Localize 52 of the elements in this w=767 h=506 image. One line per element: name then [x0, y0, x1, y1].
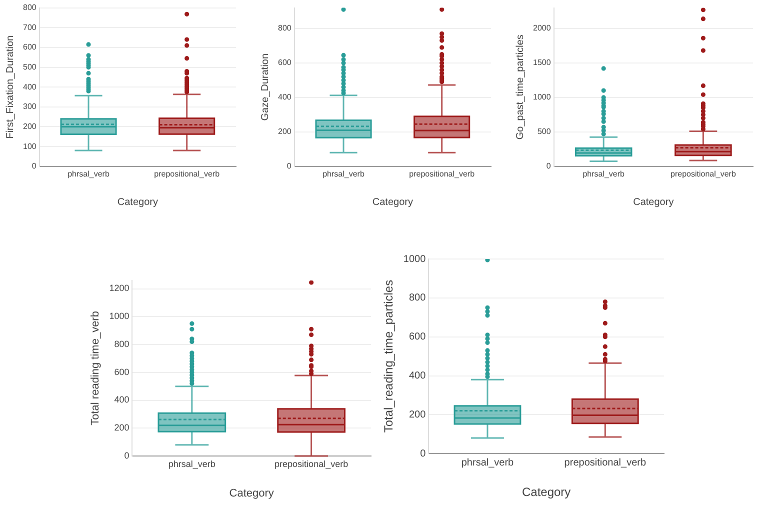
x-tick-label: phrsal_verb	[68, 169, 110, 178]
y-tick-label: 600	[278, 58, 292, 68]
x-tick-label: prepositional_verb	[154, 169, 220, 178]
y-axis-title: First_Fixation_Duration	[4, 35, 16, 139]
y-tick-label: 200	[22, 122, 37, 131]
y-tick-label: 0	[546, 162, 552, 171]
x-tick-label: prepositional_verb	[409, 169, 476, 178]
x-tick-label: phrsal_verb	[582, 169, 626, 178]
y-tick-label: 400	[408, 370, 426, 382]
y-tick-label: 500	[537, 127, 552, 136]
y-tick-label: 700	[22, 22, 37, 32]
x-tick-label: phrsal_verb	[168, 458, 216, 469]
y-axis-title: Go_past_time_particles	[514, 34, 526, 140]
x-axis-title: Category	[229, 487, 274, 500]
y-tick-label: 400	[114, 394, 130, 405]
x-axis-title: Category	[522, 485, 571, 500]
y-tick-label: 200	[408, 409, 426, 420]
x-axis-title: Category	[117, 196, 158, 208]
y-tick-label: 800	[114, 338, 130, 349]
y-tick-label: 0	[286, 162, 292, 171]
y-axis-title: Total_reading_time_particles	[382, 280, 396, 433]
y-tick-label: 500	[22, 62, 37, 72]
x-tick-label: phrsal_verb	[322, 169, 365, 178]
y-tick-label: 800	[22, 3, 37, 12]
y-tick-label: 1000	[109, 311, 130, 322]
y-tick-label: 200	[114, 422, 130, 433]
y-tick-label: 300	[22, 102, 37, 112]
y-tick-label: 0	[420, 448, 426, 460]
y-tick-label: 2000	[533, 24, 552, 33]
x-tick-label: phrsal_verb	[461, 457, 514, 468]
y-tick-label: 600	[408, 332, 426, 343]
x-tick-label: prepositional_verb	[274, 458, 348, 469]
y-tick-label: 1200	[109, 283, 130, 294]
y-tick-label: 0	[32, 162, 37, 171]
y-tick-label: 600	[114, 366, 130, 377]
y-tick-label: 0	[124, 450, 130, 460]
x-tick-label: prepositional_verb	[564, 457, 646, 468]
x-axis-title: Category	[633, 196, 674, 208]
y-tick-label: 400	[22, 82, 37, 92]
y-tick-label: 600	[22, 42, 37, 52]
x-axis-title: Category	[372, 196, 413, 208]
y-axis-title: Gaze_Duration	[260, 53, 271, 121]
y-tick-label: 400	[278, 92, 292, 102]
y-tick-label: 100	[22, 142, 37, 151]
y-axis-title: Total reading time_verb	[90, 311, 102, 426]
y-tick-label: 1000	[533, 92, 552, 102]
y-tick-label: 800	[408, 292, 426, 304]
x-tick-label: prepositional_verb	[670, 169, 736, 178]
y-tick-label: 200	[278, 127, 292, 136]
y-tick-label: 1500	[533, 58, 552, 68]
y-tick-label: 1000	[403, 254, 426, 265]
y-tick-label: 800	[278, 24, 292, 33]
